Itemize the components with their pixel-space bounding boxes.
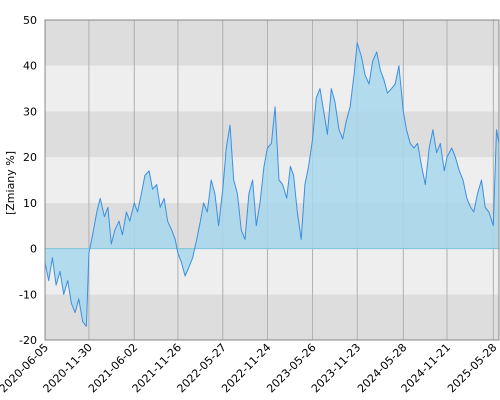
y-tick-label: 10 bbox=[23, 197, 37, 210]
chart-band bbox=[45, 65, 499, 112]
chart-band bbox=[45, 20, 499, 66]
y-tick-label: -20 bbox=[19, 334, 37, 347]
y-tick-label: 40 bbox=[23, 60, 37, 73]
series-line bbox=[44, 42, 500, 327]
y-tick-label: 20 bbox=[23, 151, 37, 164]
y-axis-ticks: 50 40 30 20 10 0 -10 -20 bbox=[19, 14, 37, 347]
y-tick-label: 0 bbox=[30, 243, 37, 256]
series-area bbox=[45, 42, 499, 327]
y-tick-label: 50 bbox=[23, 14, 37, 27]
y-axis-label: [Zmiany %] bbox=[4, 151, 17, 215]
y-tick-label: 30 bbox=[23, 105, 37, 118]
y-tick-label: -10 bbox=[19, 288, 37, 301]
x-tick-label: 2025-05-28 bbox=[445, 341, 499, 395]
plot-frame bbox=[44, 19, 500, 341]
chart-band bbox=[45, 248, 499, 295]
x-axis-ticks: 2020-06-052020-11-302021-06-022021-11-26… bbox=[0, 341, 499, 395]
chart-band bbox=[45, 294, 499, 340]
